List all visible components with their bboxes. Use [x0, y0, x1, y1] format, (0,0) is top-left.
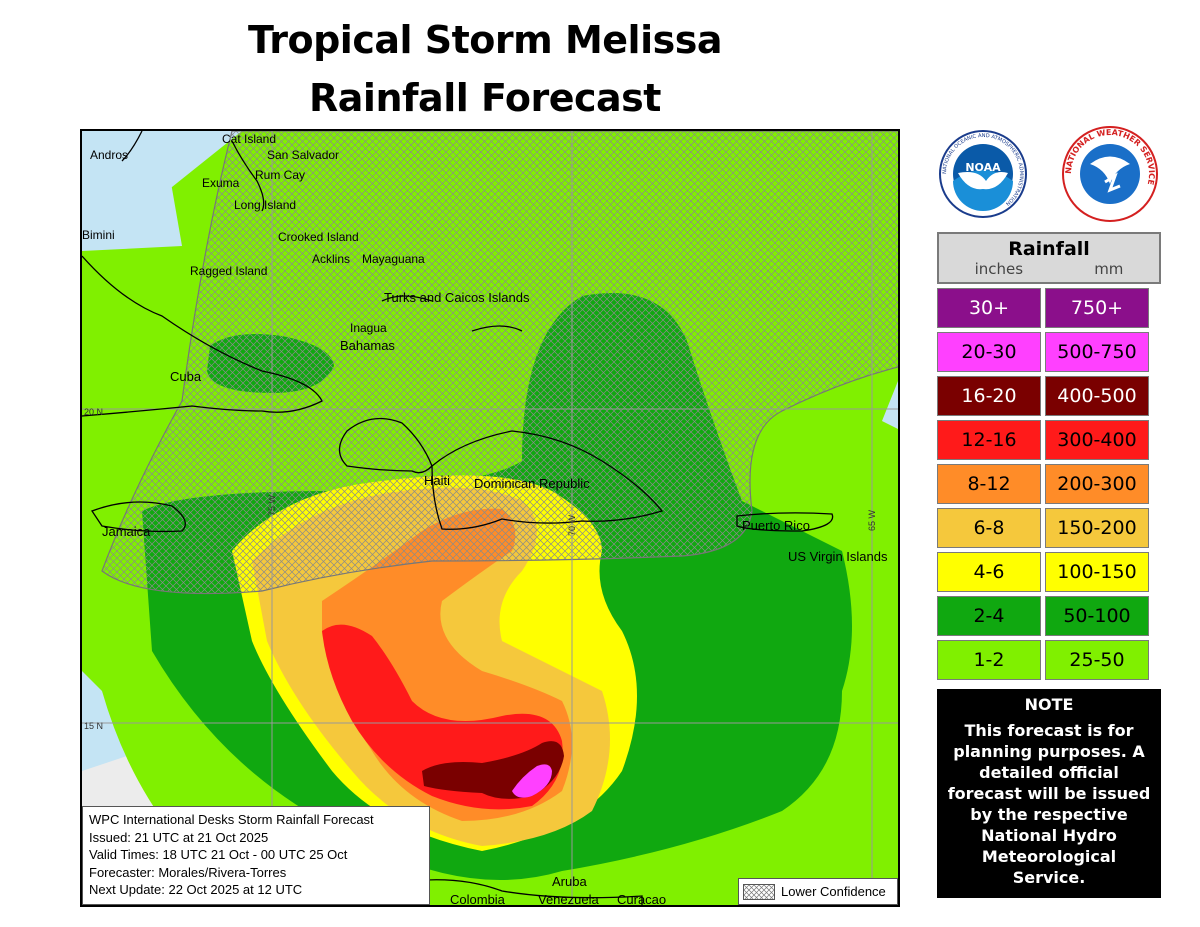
rainfall-legend: Rainfall inches mm 30+ 750+ 20-30 500-750 16… — [937, 232, 1161, 684]
legend-cell-mm: 100-150 — [1045, 552, 1149, 592]
title-line-2: Rainfall Forecast — [309, 76, 661, 120]
label-dominican-republic: Dominican Republic — [474, 476, 590, 491]
legend-cell-mm: 400-500 — [1045, 376, 1149, 416]
label-long-island: Long Island — [234, 198, 296, 212]
label-haiti: Haiti — [424, 473, 450, 488]
legend-cell-in: 12-16 — [937, 420, 1041, 460]
legend-row: 16-20 400-500 — [937, 376, 1161, 416]
legend-unit-mm: mm — [1094, 260, 1124, 278]
legend-cell-in: 4-6 — [937, 552, 1041, 592]
label-us-virgin-islands: US Virgin Islands — [788, 549, 888, 564]
legend-row: 20-30 500-750 — [937, 332, 1161, 372]
label-turks-caicos: Turks and Caicos Islands — [384, 290, 530, 305]
label-aruba: Aruba — [552, 874, 587, 889]
legend-row: 12-16 300-400 — [937, 420, 1161, 460]
label-jamaica: Jamaica — [102, 524, 151, 539]
legend-row: 30+ 750+ — [937, 288, 1161, 328]
label-exuma: Exuma — [202, 176, 240, 190]
grid-label-20n: 20 N — [84, 407, 103, 417]
info-line-product: WPC International Desks Storm Rainfall F… — [89, 812, 374, 827]
label-acklins: Acklins — [312, 252, 350, 266]
legend-cell-mm: 750+ — [1045, 288, 1149, 328]
label-curacao: Curacao — [617, 892, 666, 907]
grid-label-70w: 70 W — [567, 514, 577, 536]
noaa-text: NOAA — [965, 161, 1001, 174]
legend-row: 6-8 150-200 — [937, 508, 1161, 548]
note-heading: NOTE — [1024, 695, 1074, 714]
hatch-swatch-icon — [743, 883, 775, 900]
legend-cell-in: 1-2 — [937, 640, 1041, 680]
legend-cell-mm: 200-300 — [1045, 464, 1149, 504]
coastlines — [82, 131, 834, 905]
label-colombia: Colombia — [450, 892, 506, 907]
nws-logo: NATIONAL WEATHER SERVICE — [1062, 126, 1158, 222]
legend-cell-in: 8-12 — [937, 464, 1041, 504]
label-puerto-rico: Puerto Rico — [742, 518, 810, 533]
legend-row: 2-4 50-100 — [937, 596, 1161, 636]
legend-cell-mm: 500-750 — [1045, 332, 1149, 372]
legend-title: Rainfall — [1008, 238, 1090, 260]
label-crooked-island: Crooked Island — [278, 230, 359, 244]
note-body: This forecast is for planning purposes. … — [947, 721, 1151, 887]
legend-cell-mm: 50-100 — [1045, 596, 1149, 636]
label-inagua: Inagua — [350, 321, 387, 335]
legend-header: Rainfall inches mm — [937, 232, 1161, 284]
legend-unit-inches: inches — [974, 260, 1024, 278]
lower-confidence-key: Lower Confidence — [738, 878, 898, 905]
contour-20-30 — [512, 764, 552, 798]
lower-confidence-area — [101, 131, 898, 595]
legend-cell-in: 16-20 — [937, 376, 1041, 416]
legend-cell-in: 2-4 — [937, 596, 1041, 636]
label-bimini: Bimini — [82, 228, 115, 242]
label-cuba: Cuba — [170, 369, 202, 384]
legend-cell-mm: 25-50 — [1045, 640, 1149, 680]
lower-confidence-label: Lower Confidence — [781, 884, 886, 899]
label-san-salvador: San Salvador — [267, 148, 339, 162]
legend-row: 1-2 25-50 — [937, 640, 1161, 680]
info-line-forecaster: Forecaster: Morales/Rivera-Torres — [89, 864, 287, 880]
grid-label-75w: 75 W — [267, 494, 277, 516]
legend-cell-in: 30+ — [937, 288, 1041, 328]
grid-label-65w: 65 W — [867, 509, 877, 531]
label-andros: Andros — [90, 148, 128, 162]
map-canvas: Cat Island Andros San Salvador Exuma Rum… — [82, 131, 898, 907]
info-line-next-update: Next Update: 22 Oct 2025 at 12 UTC — [89, 882, 303, 897]
label-ragged-island: Ragged Island — [190, 264, 267, 278]
legend-row: 4-6 100-150 — [937, 552, 1161, 592]
legend-cell-in: 20-30 — [937, 332, 1041, 372]
grid-label-15n: 15 N — [84, 721, 103, 731]
label-cat-island: Cat Island — [222, 132, 276, 146]
info-line-issued: Issued: 21 UTC at 21 Oct 2025 — [89, 829, 269, 845]
legend-cell-in: 6-8 — [937, 508, 1041, 548]
rainfall-map: Cat Island Andros San Salvador Exuma Rum… — [80, 129, 900, 907]
info-line-valid: Valid Times: 18 UTC 21 Oct - 00 UTC 25 O… — [89, 847, 348, 862]
legend-row: 8-12 200-300 — [937, 464, 1161, 504]
legend-cell-mm: 300-400 — [1045, 420, 1149, 460]
label-rum-cay: Rum Cay — [255, 168, 305, 182]
label-bahamas: Bahamas — [340, 338, 395, 353]
label-venezuela: Venezuela — [538, 892, 599, 907]
noaa-logo: NATIONAL OCEANIC AND ATMOSPHERIC ADMINIS… — [939, 130, 1027, 218]
forecast-info-box: WPC International Desks Storm Rainfall F… — [82, 806, 430, 905]
label-mayaguana: Mayaguana — [362, 252, 425, 266]
note-box: NOTE This forecast is for planning purpo… — [937, 689, 1161, 898]
legend-cell-mm: 150-200 — [1045, 508, 1149, 548]
title-line-1: Tropical Storm Melissa — [248, 18, 722, 62]
